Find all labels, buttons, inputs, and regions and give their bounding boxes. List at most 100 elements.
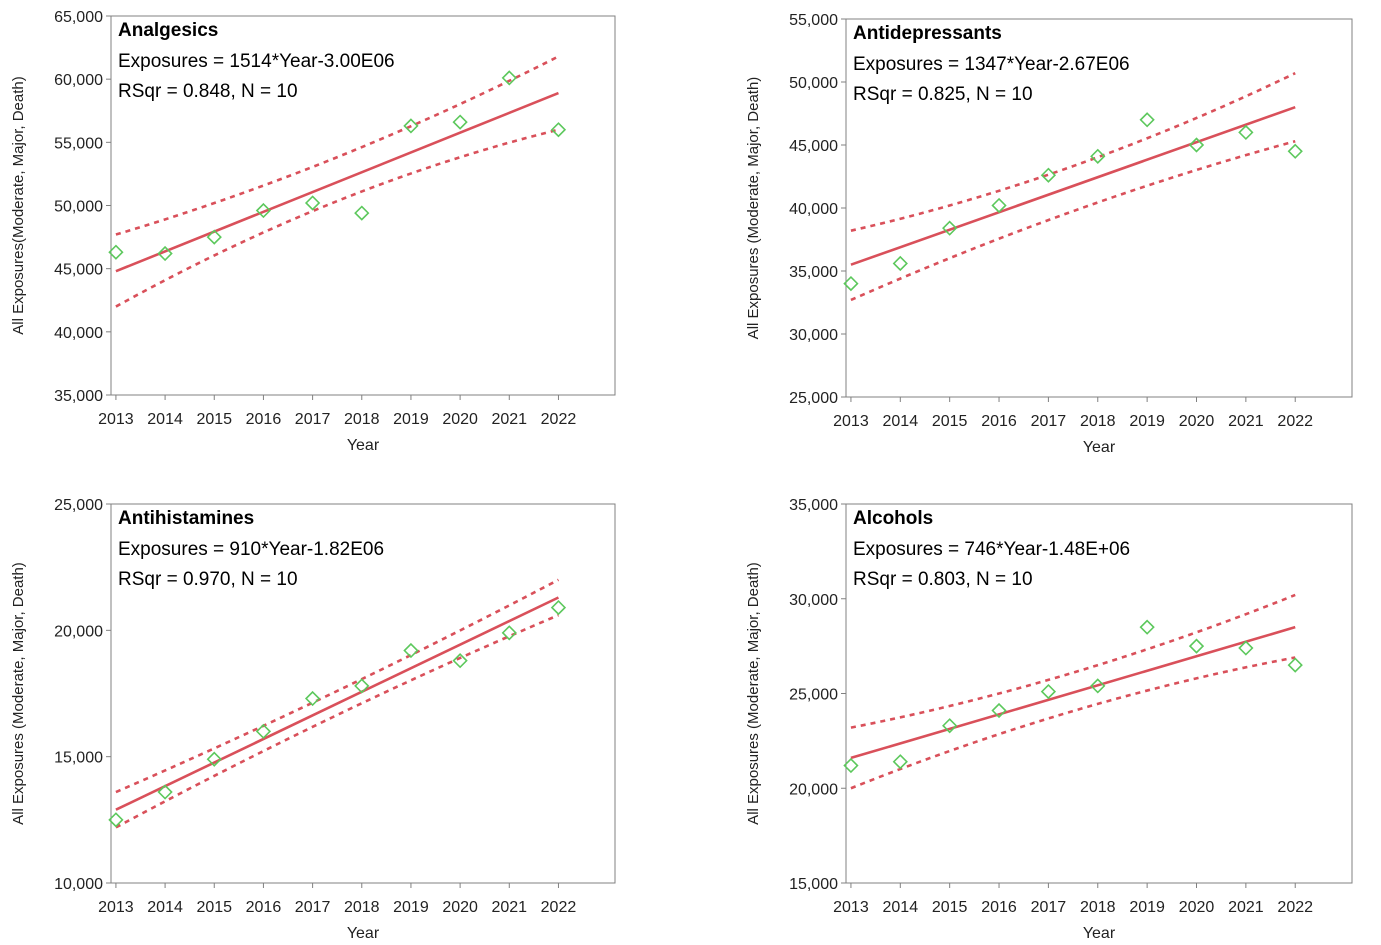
data-point: [1139, 619, 1155, 635]
regression-stats: RSqr = 0.970, N = 10: [118, 569, 298, 590]
plot-frame: [845, 18, 1353, 398]
data-point: [942, 718, 958, 734]
y-tick-label: 30,000: [789, 592, 838, 609]
regression-stats: RSqr = 0.803, N = 10: [853, 569, 1033, 590]
y-tick-label: 45,000: [789, 138, 838, 155]
x-tick-label: 2016: [981, 413, 1017, 430]
y-tick-label: 25,000: [789, 687, 838, 704]
x-tick-label: 2020: [1179, 899, 1215, 916]
x-tick-label: 2017: [1031, 899, 1067, 916]
regression-equation: Exposures = 1347*Year-2.67E06: [853, 54, 1130, 75]
data-point: [403, 118, 419, 134]
x-tick-label: 2022: [541, 899, 577, 916]
data-point: [354, 678, 370, 694]
y-tick-label: 20,000: [54, 623, 103, 640]
fit-line: [115, 91, 559, 273]
data-point: [206, 751, 222, 767]
y-tick-label: 15,000: [789, 876, 838, 893]
x-tick-label: 2019: [1129, 899, 1165, 916]
data-point: [1287, 657, 1303, 673]
x-tick-label: 2013: [98, 411, 134, 428]
x-tick-label: 2016: [981, 899, 1017, 916]
regression-stats: RSqr = 0.825, N = 10: [853, 84, 1033, 105]
chart-panel: 15,000 20,000 25,000 30,000 35,000 2013 2014 20…: [745, 497, 1353, 942]
data-point: [403, 642, 419, 659]
fit-line: [850, 105, 1296, 266]
y-axis-label: All Exposures (Moderate, Major, Death): [745, 77, 762, 340]
x-tick-label: 2018: [344, 411, 380, 428]
x-tick-label: 2022: [1277, 899, 1313, 916]
x-tick-label: 2018: [1080, 899, 1116, 916]
x-tick-label: 2022: [1277, 413, 1313, 430]
y-tick-label: 55,000: [54, 135, 103, 152]
x-tick-label: 2014: [883, 899, 919, 916]
chart-panel: 25,000 30,000 35,000 40,000 45,000 50,000 55,0…: [745, 12, 1353, 456]
y-tick-label: 20,000: [789, 781, 838, 798]
data-point: [501, 70, 517, 86]
data-point: [892, 255, 908, 272]
data-point: [1238, 640, 1254, 656]
x-tick-label: 2021: [491, 411, 527, 428]
y-tick-label: 35,000: [54, 388, 103, 405]
chart-title: Analgesics: [118, 20, 218, 41]
data-point: [304, 690, 321, 707]
data-point: [108, 244, 124, 260]
chart-title: Antihistamines: [118, 508, 254, 529]
chart-panel: 35,000 40,000 45,000 50,000 55,000 60,000 65,0…: [10, 9, 616, 454]
y-tick-label: 35,000: [789, 264, 838, 281]
y-tick-label: 40,000: [789, 201, 838, 218]
data-point: [501, 625, 517, 641]
x-tick-label: 2018: [1080, 413, 1116, 430]
data-point: [255, 723, 272, 740]
x-tick-label: 2019: [393, 899, 429, 916]
x-tick-label: 2019: [393, 411, 429, 428]
x-tick-label: 2020: [442, 411, 478, 428]
y-tick-label: 65,000: [54, 9, 103, 26]
y-tick-label: 55,000: [789, 12, 838, 29]
x-tick-label: 2013: [833, 899, 869, 916]
x-tick-label: 2019: [1129, 413, 1165, 430]
data-point: [1040, 167, 1057, 183]
data-point: [452, 653, 468, 669]
data-point: [1090, 678, 1106, 694]
y-axis-label: All Exposures (Moderate, Major, Death): [745, 562, 762, 825]
data-point: [255, 202, 272, 219]
data-point: [550, 122, 567, 138]
data-point: [1238, 124, 1254, 141]
data-point: [843, 757, 859, 774]
ci-upper-curve: [115, 55, 560, 236]
x-tick-label: 2017: [295, 411, 331, 428]
y-tick-label: 30,000: [789, 327, 838, 344]
data-point: [354, 205, 370, 221]
data-point: [1040, 683, 1057, 700]
x-tick-label: 2020: [1179, 413, 1215, 430]
regression-equation: Exposures = 1514*Year-3.00E06: [118, 51, 395, 72]
plot-frame: [110, 503, 616, 884]
y-tick-label: 25,000: [789, 390, 838, 407]
ci-lower-curve: [115, 613, 559, 829]
x-tick-label: 2015: [932, 413, 968, 430]
y-tick-label: 25,000: [54, 497, 103, 514]
regression-stats: RSqr = 0.848, N = 10: [118, 81, 298, 102]
fit-line: [115, 596, 560, 811]
x-tick-label: 2020: [442, 899, 478, 916]
x-tick-label: 2014: [147, 899, 183, 916]
data-point: [1188, 137, 1205, 153]
data-point: [206, 229, 222, 245]
y-tick-label: 45,000: [54, 262, 103, 279]
y-tick-label: 15,000: [54, 750, 103, 767]
plot-frame: [110, 15, 616, 396]
x-tick-label: 2022: [541, 411, 577, 428]
x-tick-label: 2013: [98, 899, 134, 916]
x-tick-label: 2015: [196, 899, 232, 916]
data-point: [157, 245, 173, 262]
x-tick-label: 2017: [295, 899, 331, 916]
x-tick-label: 2013: [833, 413, 869, 430]
y-tick-label: 60,000: [54, 72, 103, 89]
x-tick-label: 2021: [1228, 413, 1264, 430]
ci-upper-curve: [850, 72, 1296, 232]
data-point: [157, 784, 173, 800]
x-tick-label: 2021: [491, 899, 527, 916]
data-point: [1139, 112, 1155, 128]
